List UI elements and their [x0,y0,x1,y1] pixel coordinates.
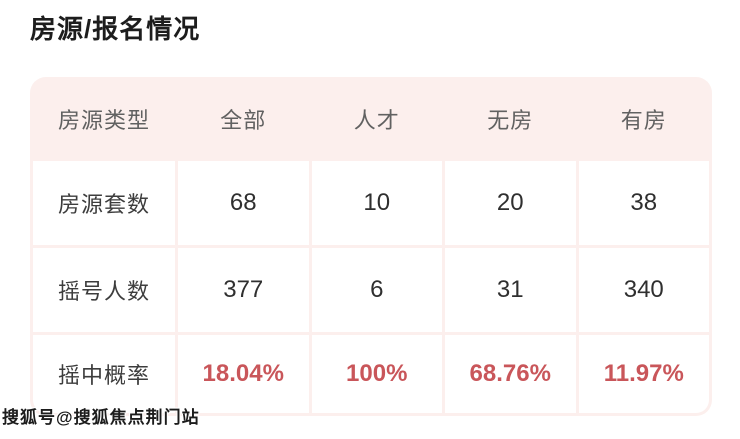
row-label-units: 房源套数 [33,161,175,245]
applicants-talent: 6 [311,248,442,332]
sohu-watermark: 搜狐号@搜狐焦点荆门站 [2,408,200,427]
applicants-no-house: 31 [445,248,576,332]
page-title: 房源/报名情况 [30,14,201,44]
housing-registration-table: 房源类型 全部 人才 无房 有房 房源套数 68 10 20 38 摇号人数 3… [30,77,712,416]
applicants-all: 377 [178,248,309,332]
col-header-type: 房源类型 [57,108,150,133]
probability-talent: 100% [311,335,442,413]
units-all: 68 [178,161,309,245]
applicants-has-house: 340 [578,248,709,332]
row-label-probability: 摇中概率 [33,335,175,413]
probability-no-house: 68.76% [445,335,576,413]
units-talent: 10 [311,161,442,245]
row-label-applicants: 摇号人数 [33,248,175,332]
col-header-all: 全部 [220,108,267,133]
probability-has-house: 11.97% [578,335,709,413]
units-has-house: 38 [578,161,709,245]
col-header-has-house: 有房 [620,108,667,133]
units-no-house: 20 [445,161,576,245]
probability-all: 18.04% [178,335,309,413]
col-header-no-house: 无房 [487,108,534,133]
col-header-talent: 人才 [353,108,400,133]
